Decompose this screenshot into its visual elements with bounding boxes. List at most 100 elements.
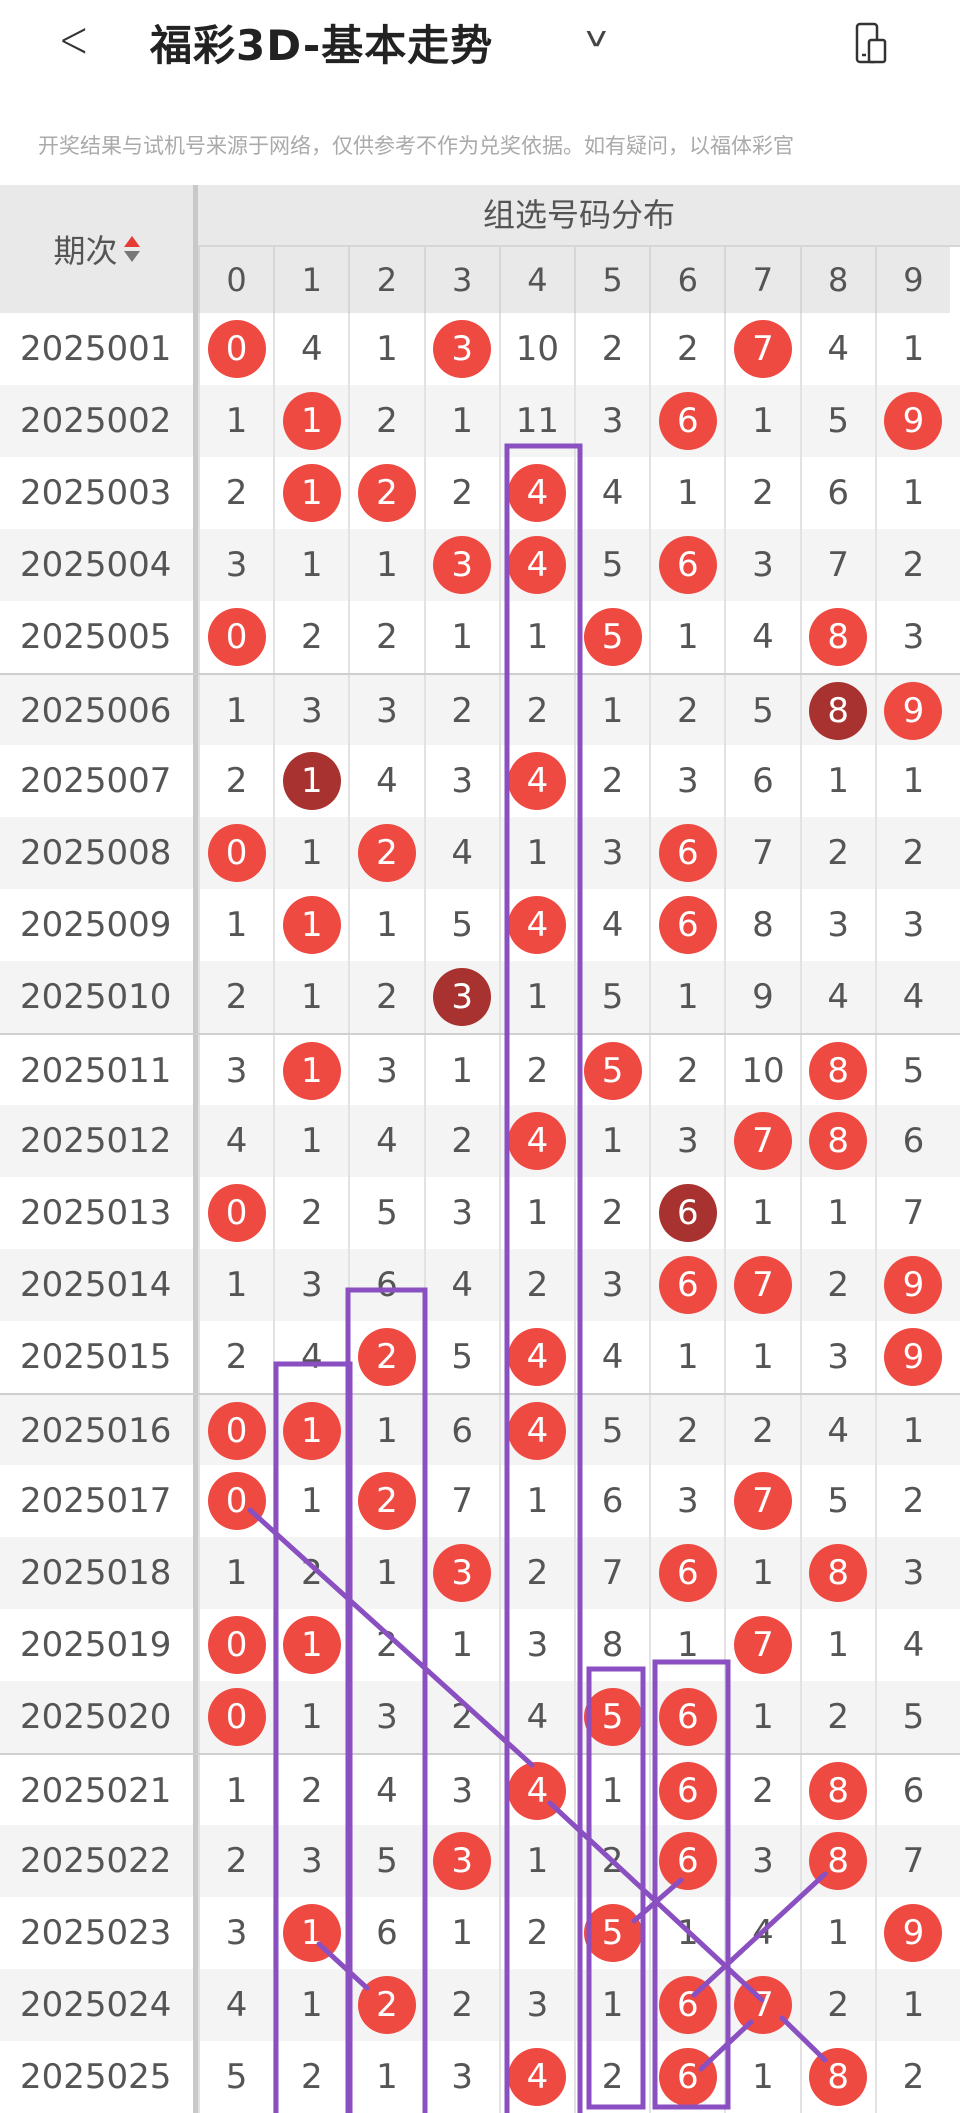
hit-ball: 1 [282, 896, 341, 954]
table-row: 2025016 0 1 1 6 4 5 2 2 4 1 [0, 1393, 960, 1467]
omission-cell: 1 [498, 1177, 574, 1249]
hit-cell: 0 [198, 1465, 273, 1537]
omission-cell: 3 [498, 1609, 574, 1681]
hit-cell: 0 [198, 1609, 273, 1681]
period-cell: 2025016 [0, 1395, 198, 1467]
hit-ball: 2 [357, 824, 416, 882]
hit-ball: 6 [658, 1256, 717, 1314]
hit-ball: 7 [733, 1616, 792, 1674]
digit-header-5: 5 [574, 247, 650, 313]
omission-cell: 3 [198, 1897, 273, 1969]
hit-cell: 0 [198, 313, 273, 385]
repeat-hit-ball: 6 [658, 1184, 717, 1242]
period-cell: 2025002 [0, 385, 198, 457]
hit-ball: 4 [508, 464, 567, 522]
hit-cell: 6 [649, 1177, 724, 1249]
hit-cell: 3 [423, 1825, 499, 1897]
omission-cell: 1 [574, 675, 649, 747]
hit-cell: 8 [799, 1035, 875, 1107]
hit-cell: 2 [348, 457, 423, 529]
omission-cell: 2 [574, 2041, 649, 2113]
omission-cell: 8 [724, 889, 799, 961]
hit-cell: 5 [574, 1681, 649, 1753]
hit-cell: 4 [498, 1321, 574, 1393]
chevron-down-icon[interactable]: v [585, 20, 608, 53]
hit-ball: 5 [583, 1042, 642, 1100]
digit-header-1: 1 [273, 247, 349, 313]
omission-cell: 3 [423, 1177, 499, 1249]
hit-ball: 5 [583, 608, 642, 666]
period-cell: 2025009 [0, 889, 198, 961]
omission-cell: 2 [724, 1755, 799, 1827]
omission-cell: 6 [348, 1897, 423, 1969]
device-switch-icon[interactable] [855, 22, 887, 64]
omission-cell: 10 [498, 313, 574, 385]
hit-cell: 6 [649, 889, 724, 961]
omission-cell: 2 [574, 1825, 649, 1897]
omission-cell: 1 [348, 1537, 423, 1609]
period-cell: 2025008 [0, 817, 198, 889]
table-row: 2025005 0 2 2 1 1 5 1 4 8 3 [0, 601, 960, 673]
hit-ball: 6 [658, 1688, 717, 1746]
table-row: 2025011 3 1 3 1 2 5 2 10 8 5 [0, 1033, 960, 1107]
page-title[interactable]: 福彩3D-基本走势 [150, 21, 494, 70]
omission-cell: 1 [649, 1321, 724, 1393]
sort-icon[interactable] [123, 234, 140, 264]
hit-cell: 4 [498, 889, 574, 961]
omission-cell: 1 [423, 1897, 499, 1969]
hit-cell: 5 [574, 1035, 649, 1107]
hit-ball: 6 [658, 1832, 717, 1890]
hit-cell: 7 [724, 1465, 799, 1537]
omission-cell: 1 [874, 1969, 950, 2041]
repeat-hit-ball: 3 [433, 968, 492, 1026]
omission-cell: 4 [724, 601, 799, 673]
period-cell: 2025018 [0, 1537, 198, 1609]
hit-cell: 6 [649, 1681, 724, 1753]
omission-cell: 2 [348, 601, 423, 673]
hit-cell: 8 [799, 1105, 875, 1177]
omission-cell: 4 [423, 1249, 499, 1321]
hit-cell: 8 [799, 1537, 875, 1609]
digit-header-0: 0 [198, 247, 274, 313]
hit-cell: 6 [649, 1537, 724, 1609]
hit-ball: 4 [508, 1762, 567, 1820]
period-cell: 2025023 [0, 1897, 198, 1969]
omission-cell: 3 [348, 675, 423, 747]
hit-cell: 6 [649, 529, 724, 601]
omission-cell: 2 [799, 1681, 875, 1753]
omission-cell: 9 [724, 961, 799, 1033]
hit-cell: 5 [574, 601, 649, 673]
omission-cell: 1 [273, 1465, 348, 1537]
omission-cell: 7 [574, 1537, 649, 1609]
period-column-header[interactable]: 期次 [0, 185, 198, 313]
hit-cell: 8 [799, 1825, 875, 1897]
omission-cell: 2 [498, 675, 574, 747]
back-chevron-icon[interactable]: < [58, 10, 90, 70]
omission-cell: 3 [799, 889, 875, 961]
digit-header-7: 7 [724, 247, 800, 313]
omission-cell: 1 [724, 385, 799, 457]
hit-cell: 0 [198, 1395, 273, 1467]
hit-cell: 1 [273, 385, 348, 457]
omission-cell: 4 [874, 961, 950, 1033]
hit-ball: 1 [282, 1904, 341, 1962]
hit-ball: 6 [658, 392, 717, 450]
hit-ball: 8 [809, 1544, 868, 1602]
hit-ball: 1 [282, 1616, 341, 1674]
omission-cell: 4 [574, 457, 649, 529]
hit-cell: 8 [799, 675, 875, 747]
omission-cell: 2 [198, 1825, 273, 1897]
omission-cell: 1 [724, 1321, 799, 1393]
omission-cell: 1 [574, 1105, 649, 1177]
omission-cell: 6 [799, 457, 875, 529]
hit-cell: 2 [348, 1465, 423, 1537]
hit-cell: 7 [724, 1969, 799, 2041]
omission-cell: 4 [348, 1105, 423, 1177]
omission-cell: 4 [348, 1755, 423, 1827]
hit-ball: 6 [658, 896, 717, 954]
omission-cell: 2 [874, 817, 950, 889]
hit-ball: 9 [884, 1256, 943, 1314]
omission-cell: 3 [498, 1969, 574, 2041]
hit-cell: 9 [874, 675, 950, 747]
period-cell: 2025017 [0, 1465, 198, 1537]
